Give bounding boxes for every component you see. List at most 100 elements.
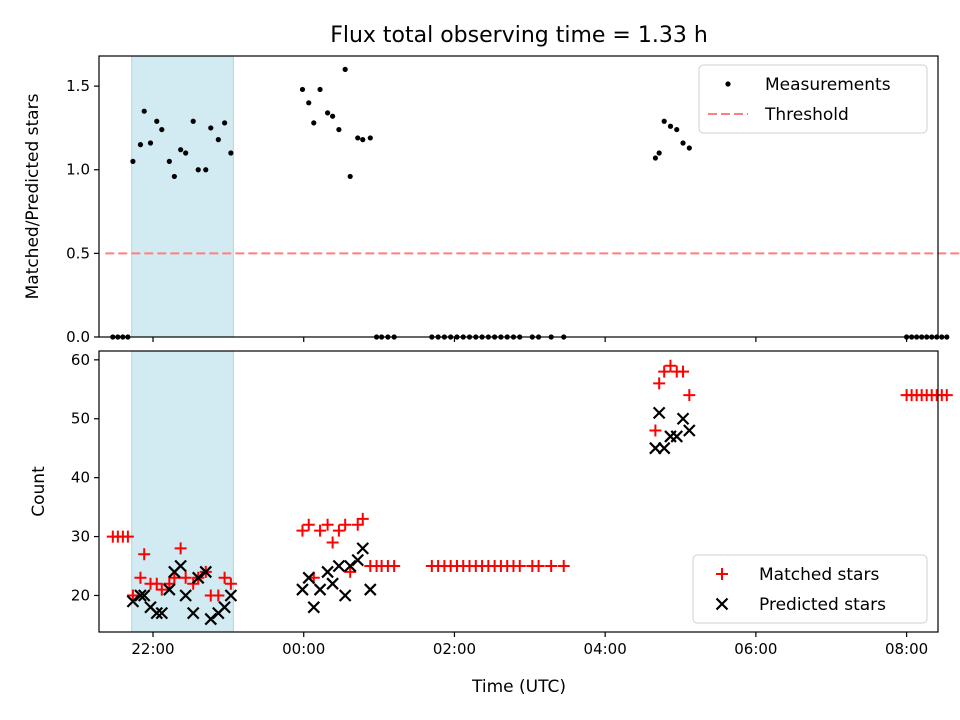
matched-star-point — [653, 377, 666, 390]
measurement-point — [656, 150, 662, 156]
predicted-star-point — [302, 571, 316, 585]
measurement-point — [208, 125, 214, 131]
legend-box — [692, 554, 928, 624]
matched-star-point — [121, 530, 134, 543]
measurement-point — [336, 126, 342, 133]
legend-label: Predicted stars — [759, 595, 886, 615]
measurement-point — [342, 66, 348, 72]
y-tick-label: 50 — [71, 410, 90, 428]
measurement-point — [330, 113, 336, 119]
matched-star-point — [314, 524, 327, 537]
measurement-point — [311, 120, 317, 126]
matched-star-point — [163, 577, 176, 590]
predicted-star-point — [343, 559, 357, 573]
predicted-star-point — [313, 583, 327, 596]
predicted-star-point — [332, 559, 346, 573]
predicted-star-point — [186, 606, 200, 620]
legend: Matched stars Predicted stars — [692, 554, 928, 624]
measurement-point — [137, 142, 144, 148]
matched-star-point — [150, 577, 163, 590]
axes-frame — [98, 350, 939, 633]
measurement-point — [347, 173, 353, 180]
predicted-star-point — [134, 589, 147, 602]
predicted-star-point — [204, 612, 218, 626]
bottom-panel: 22:00 00:00 02:00 04:00 06:00 08:00 20 30 40 50 60… — [29, 350, 953, 658]
measurement-point — [360, 137, 366, 143]
y-tick-label: 1.5 — [66, 77, 90, 95]
matched-star-point — [332, 524, 345, 537]
measurement-point — [367, 135, 373, 141]
y-axis-label: Count — [29, 466, 49, 517]
legend-label: Matched stars — [759, 565, 879, 585]
highlight-span — [131, 350, 234, 633]
predicted-star-point — [150, 606, 164, 620]
x-tick-label: 22:00 — [131, 640, 174, 658]
x-tick-label: 06:00 — [734, 640, 777, 658]
y-tick-label: 1.0 — [66, 161, 90, 179]
predicted-star-point — [676, 412, 690, 426]
predicted-star-point — [224, 589, 238, 602]
predicted-star-point — [126, 595, 140, 608]
matched-star-point — [388, 560, 401, 573]
legend-measurement-swatch — [725, 81, 731, 87]
legend-label: Measurements — [765, 75, 891, 95]
measurement-point — [317, 86, 323, 93]
matched-star-point — [940, 389, 953, 402]
predicted-star-point — [338, 589, 352, 602]
predicted-star-point — [326, 577, 339, 590]
predicted-star-point — [356, 542, 370, 555]
measurement-point — [203, 167, 209, 173]
measurement-point — [195, 167, 201, 173]
matched-star-point — [134, 571, 147, 584]
predicted-star-point — [670, 430, 684, 443]
measurement-point — [190, 118, 196, 124]
predicted-star-point — [351, 553, 365, 567]
measurement-point — [171, 173, 177, 180]
legend-label: Threshold — [764, 105, 849, 125]
predicted-star-point — [218, 600, 231, 614]
axes-frame — [98, 55, 939, 338]
measurement-point — [166, 158, 172, 164]
measurement-point — [154, 118, 160, 124]
measurement-point — [178, 147, 184, 153]
y-tick-label: 20 — [71, 586, 90, 604]
legend-predicted-swatch — [715, 597, 729, 611]
measurement-point — [299, 86, 306, 93]
measurement-point — [355, 135, 361, 141]
predicted-star-point — [199, 565, 213, 579]
predicted-star-point — [163, 583, 176, 596]
x-tick-label: 00:00 — [282, 640, 325, 658]
matched-star-point — [302, 518, 315, 531]
measurement-point — [661, 118, 667, 124]
y-tick-label: 0.5 — [66, 244, 90, 262]
predicted-star-point — [307, 600, 321, 614]
predicted-star-point — [191, 571, 205, 585]
x-axis-label: Time (UTC) — [471, 677, 566, 697]
y-axis-label: Matched/Predicted stars — [23, 93, 43, 299]
matched-star-point — [168, 571, 181, 584]
matched-star-point — [212, 589, 225, 602]
x-tick-label: 08:00 — [885, 640, 928, 658]
measurement-point — [147, 140, 154, 146]
measurement-point — [667, 123, 674, 129]
predicted-star-point — [364, 583, 377, 596]
matched-star-point — [683, 389, 696, 402]
measurement-point — [686, 145, 692, 151]
legend-box — [698, 64, 928, 134]
matched-star-point — [557, 560, 570, 573]
measurement-point — [324, 110, 331, 116]
matched-star-point — [224, 577, 237, 590]
measurement-point — [939, 334, 945, 340]
matched-star-point — [677, 365, 690, 378]
legend: Measurements Threshold — [698, 64, 928, 134]
predicted-star-point — [174, 559, 187, 573]
matched-star-point — [326, 536, 339, 549]
matched-star-point — [344, 565, 357, 578]
matched-star-point — [321, 518, 334, 531]
measurement-point — [215, 137, 221, 143]
measurement-point — [159, 126, 165, 133]
y-tick-label: 40 — [71, 469, 90, 487]
matched-star-point — [339, 518, 352, 531]
predicted-star-point — [321, 565, 334, 579]
